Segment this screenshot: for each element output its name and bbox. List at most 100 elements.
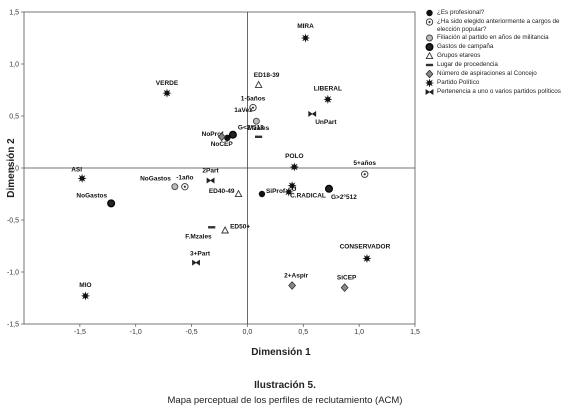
point-label-unpart: UnPart bbox=[315, 119, 337, 126]
y-tick-label: 0,5 bbox=[9, 114, 19, 121]
legend-symbol bbox=[425, 52, 434, 60]
legend-label: Número de aspiraciones al Concejo bbox=[437, 70, 537, 78]
point-label-conservador: CONSERVADOR bbox=[340, 243, 391, 250]
legend-item: Número de aspiraciones al Concejo bbox=[425, 70, 567, 79]
legend-marker-6 bbox=[425, 70, 434, 79]
point-3-part bbox=[192, 259, 200, 266]
legend-symbol-svg bbox=[426, 34, 433, 42]
legend-label: Filiación al partido en años de militanc… bbox=[437, 34, 549, 42]
point-nogastos bbox=[171, 183, 179, 191]
y-axis-title: Dimensión 2 bbox=[6, 138, 17, 198]
point-label-liberal: LIBERAL bbox=[314, 85, 342, 92]
legend-marker-1 bbox=[425, 18, 434, 26]
legend-marker-1-dot bbox=[428, 20, 431, 24]
chart-canvas: -1,5 -1,0 -0,5 0,0 0,5 1,0 1,5 -1,5 -1,0 -0,5 0,0 0… bbox=[6, 10, 420, 359]
series-1: 1-5años -1año 5+años bbox=[176, 96, 376, 191]
point-label-g-2-512: G>2°512 bbox=[331, 193, 357, 201]
point-label-u: U bbox=[292, 186, 297, 193]
legend-symbol bbox=[425, 34, 434, 42]
point-mira bbox=[300, 33, 311, 43]
legend-label: Partido Político bbox=[437, 79, 480, 87]
series-7: MIRA VERDE LIBERAL POLO ASI UC.RADICAL CONSERV… bbox=[71, 23, 391, 301]
series-6: NoCEP SiCEP 2+Aspir bbox=[211, 132, 357, 292]
legend-symbol-svg bbox=[425, 43, 434, 52]
legend-symbol bbox=[425, 43, 434, 52]
legend: ¿Es profesional? ¿Ha sido elegido anterio… bbox=[425, 9, 567, 97]
legend-symbol-svg bbox=[426, 9, 433, 17]
y-tick-label: 1,5 bbox=[9, 10, 19, 17]
legend-item: Filiación al partido en años de militanc… bbox=[425, 34, 567, 42]
point-1-5a-os bbox=[249, 104, 257, 112]
legend-symbol bbox=[425, 18, 434, 26]
point-mio bbox=[80, 291, 91, 301]
x-tick-label: 0,5 bbox=[298, 329, 308, 336]
point-label-noprof: NoProf bbox=[202, 131, 225, 138]
point-label-nogastos: NoGastos bbox=[76, 192, 107, 199]
legend-label: ¿Es profesional? bbox=[437, 9, 485, 16]
point-5-a-os-dot bbox=[363, 173, 366, 176]
legend-symbol bbox=[425, 79, 434, 88]
x-tick-label: 0,0 bbox=[243, 329, 253, 336]
legend-item: ¿Ha sido elegido anteriormente a cargos … bbox=[425, 18, 567, 33]
point-ed50- bbox=[221, 226, 230, 234]
point-label-ed18-39: ED18-39 bbox=[254, 72, 280, 79]
series-4: ED18-39 ED40-49 ED50+ bbox=[209, 72, 280, 234]
legend-marker-3 bbox=[425, 43, 434, 52]
x-tick-label: 1,0 bbox=[354, 329, 364, 336]
x-tick-label: 1,5 bbox=[410, 329, 420, 336]
legend-label: Pertenencia a uno o varios partidos polí… bbox=[437, 88, 561, 96]
point--1a-o-dot bbox=[183, 185, 186, 188]
point-2-aspir bbox=[288, 281, 297, 290]
legend-label: ¿Ha sido elegido anteriormente a cargos … bbox=[437, 18, 560, 33]
y-tick-label: 0,0 bbox=[9, 166, 19, 173]
point-label-g-2-512: G<2°512 bbox=[238, 124, 264, 132]
point-1-5a-os-dot bbox=[251, 106, 255, 109]
series-2: 1aVez NoGastos bbox=[140, 107, 260, 191]
point-ed18-39 bbox=[254, 80, 263, 88]
point-label-2part: 2Part bbox=[202, 167, 219, 174]
point-liberal bbox=[323, 94, 333, 104]
point-label-nogastos: NoGastos bbox=[140, 176, 171, 183]
legend-symbol-svg bbox=[425, 79, 434, 88]
x-tick-label: -1,5 bbox=[74, 329, 86, 336]
caption-subtitle: Mapa perceptual de los perfiles de reclu… bbox=[167, 395, 403, 406]
legend-symbol bbox=[425, 9, 434, 17]
point--1a-o bbox=[181, 183, 189, 191]
point-c-radical bbox=[287, 181, 297, 191]
point-noprof bbox=[224, 134, 231, 142]
point-label-mio: MIO bbox=[79, 282, 91, 289]
legend-symbol bbox=[425, 88, 434, 96]
point-label-2-aspir: 2+Aspir bbox=[284, 273, 308, 280]
point-label-verde: VERDE bbox=[156, 80, 179, 87]
point-1avez bbox=[252, 117, 260, 125]
point-label-mira: MIRA bbox=[297, 23, 314, 30]
point-sicep bbox=[340, 283, 349, 292]
point-conservador bbox=[362, 253, 372, 264]
legend-item: Pertenencia a uno o varios partidos polí… bbox=[425, 88, 567, 96]
point-label-asi: ASI bbox=[71, 166, 82, 173]
legend-symbol bbox=[425, 61, 434, 69]
caption-title: Ilustración 5. bbox=[254, 380, 316, 391]
y-tick-label: -0,5 bbox=[7, 218, 19, 225]
legend-item: Lugar de procedencia bbox=[425, 61, 567, 69]
point-label-sicep: SiCEP bbox=[337, 275, 357, 282]
legend-marker-8 bbox=[425, 89, 434, 96]
series-8: UnPart 2Part 3+Part bbox=[190, 110, 337, 266]
point-g-2-512 bbox=[228, 130, 237, 139]
point-siprof bbox=[258, 190, 266, 198]
legend-symbol-svg bbox=[425, 63, 434, 67]
point-f-mzales bbox=[208, 226, 216, 229]
point-nocep bbox=[217, 132, 226, 142]
legend-symbol-svg bbox=[425, 18, 434, 26]
point-label-mzales: Mzales bbox=[248, 125, 270, 132]
legend-marker-4 bbox=[425, 52, 434, 60]
legend-symbol-svg bbox=[425, 52, 434, 60]
y-tick-label: 1,0 bbox=[9, 62, 19, 69]
point-ed40-49 bbox=[234, 189, 243, 198]
legend-item: Grupos etareos bbox=[425, 52, 567, 60]
point-label-f-mzales: F.Mzales bbox=[185, 233, 212, 240]
legend-item: Gastos de campaña bbox=[425, 43, 567, 52]
point-label-5-a-os: 5+años bbox=[353, 160, 376, 167]
legend-symbol bbox=[425, 70, 434, 79]
point-asi bbox=[77, 173, 87, 183]
